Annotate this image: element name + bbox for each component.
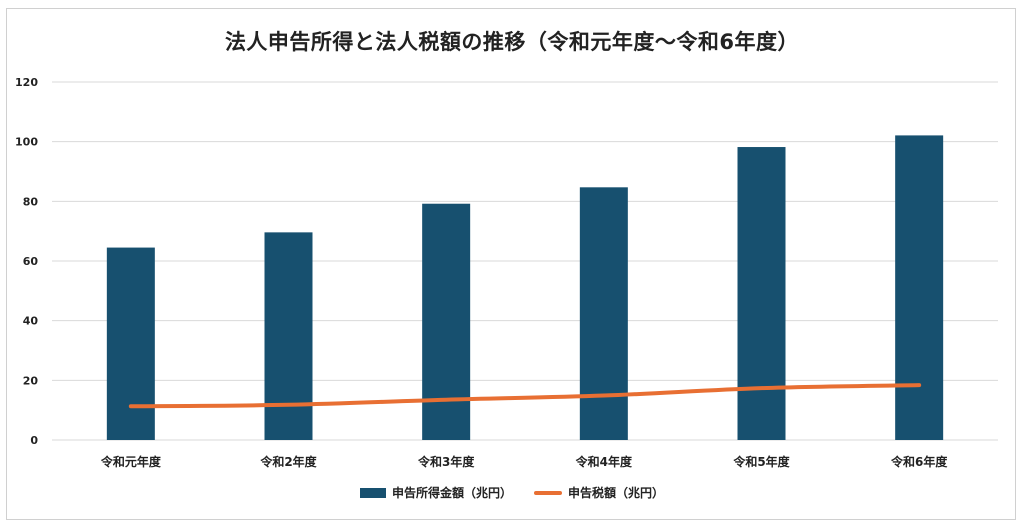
legend-item-income: 申告所得金額（兆円） [360, 484, 512, 501]
bar [895, 135, 943, 440]
y-tick-label: 80 [23, 195, 39, 208]
bar [738, 147, 786, 440]
legend-swatch-tax [534, 491, 562, 495]
bar [580, 187, 628, 440]
x-category-label: 令和元年度 [100, 454, 162, 469]
x-category-label: 令和4年度 [575, 454, 633, 469]
y-tick-label: 40 [23, 315, 39, 328]
y-tick-label: 20 [23, 374, 39, 387]
y-tick-label: 60 [23, 255, 39, 268]
line-series [131, 385, 919, 406]
y-tick-labels: 0 20 40 60 80 100 120 [15, 76, 38, 447]
legend: 申告所得金額（兆円） 申告税額（兆円） [0, 484, 1024, 501]
legend-label-income: 申告所得金額（兆円） [392, 484, 512, 501]
y-tick-label: 120 [15, 76, 38, 89]
bar [422, 204, 470, 440]
legend-item-tax: 申告税額（兆円） [534, 484, 664, 501]
bar [265, 232, 313, 440]
bar-series [107, 135, 943, 440]
y-tick-label: 0 [30, 434, 38, 447]
x-category-labels: 令和元年度 令和2年度 令和3年度 令和4年度 令和5年度 令和6年度 [100, 454, 949, 469]
legend-swatch-income [360, 488, 386, 498]
line-tax [131, 385, 919, 406]
bar [107, 248, 155, 440]
y-tick-label: 100 [15, 136, 38, 149]
x-category-label: 令和6年度 [890, 454, 948, 469]
legend-label-tax: 申告税額（兆円） [568, 484, 664, 501]
x-category-label: 令和3年度 [417, 454, 475, 469]
x-category-label: 令和5年度 [732, 454, 790, 469]
x-category-label: 令和2年度 [259, 454, 317, 469]
